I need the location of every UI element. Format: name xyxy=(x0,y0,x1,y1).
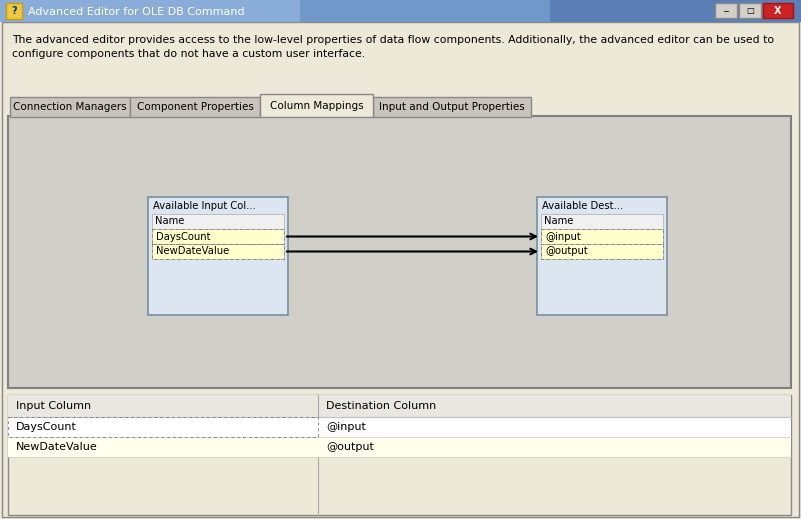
Text: @input: @input xyxy=(326,422,366,432)
Text: Input and Output Properties: Input and Output Properties xyxy=(379,102,525,112)
Bar xyxy=(715,3,737,18)
Text: @input: @input xyxy=(545,231,581,241)
Text: Name: Name xyxy=(544,216,574,226)
Bar xyxy=(739,3,761,18)
Bar xyxy=(541,244,663,259)
Text: Destination Column: Destination Column xyxy=(326,401,437,411)
Bar xyxy=(541,244,663,259)
Bar xyxy=(152,214,284,229)
Bar xyxy=(8,417,318,437)
Bar xyxy=(0,0,801,22)
Text: DaysCount: DaysCount xyxy=(16,422,77,432)
Bar xyxy=(8,437,791,457)
Text: Advanced Editor for OLE DB Command: Advanced Editor for OLE DB Command xyxy=(28,7,244,17)
Bar xyxy=(148,197,288,315)
Bar xyxy=(8,417,791,437)
Text: Available Dest...: Available Dest... xyxy=(542,201,623,211)
Text: @output: @output xyxy=(545,247,588,256)
Bar xyxy=(130,97,260,117)
Text: Component Properties: Component Properties xyxy=(136,102,253,112)
Bar xyxy=(152,229,284,244)
Bar xyxy=(152,229,284,244)
Text: Input Column: Input Column xyxy=(16,401,91,411)
Bar xyxy=(541,229,663,244)
Text: Connection Managers: Connection Managers xyxy=(13,102,127,112)
Bar xyxy=(10,97,130,117)
Bar xyxy=(0,0,550,22)
Text: The advanced editor provides access to the low-level properties of data flow com: The advanced editor provides access to t… xyxy=(12,35,774,59)
Bar xyxy=(260,94,373,117)
Text: Available Input Col...: Available Input Col... xyxy=(153,201,256,211)
Text: X: X xyxy=(775,6,782,16)
Text: Column Mappings: Column Mappings xyxy=(270,101,364,111)
Bar xyxy=(763,3,793,18)
Bar xyxy=(541,214,663,229)
Text: □: □ xyxy=(746,6,754,15)
Text: NewDateValue: NewDateValue xyxy=(156,247,229,256)
Bar xyxy=(8,395,791,515)
Text: ─: ─ xyxy=(723,6,728,15)
Text: DaysCount: DaysCount xyxy=(156,231,211,241)
Bar xyxy=(6,3,22,19)
Text: @output: @output xyxy=(326,442,374,452)
Text: ?: ? xyxy=(11,6,17,16)
Bar xyxy=(152,244,284,259)
Bar xyxy=(8,395,791,417)
Bar xyxy=(8,116,791,388)
Bar xyxy=(0,0,300,22)
Bar xyxy=(537,197,667,315)
Bar xyxy=(373,97,531,117)
Bar xyxy=(152,244,284,259)
Bar xyxy=(541,229,663,244)
Text: Name: Name xyxy=(155,216,184,226)
Text: NewDateValue: NewDateValue xyxy=(16,442,98,452)
